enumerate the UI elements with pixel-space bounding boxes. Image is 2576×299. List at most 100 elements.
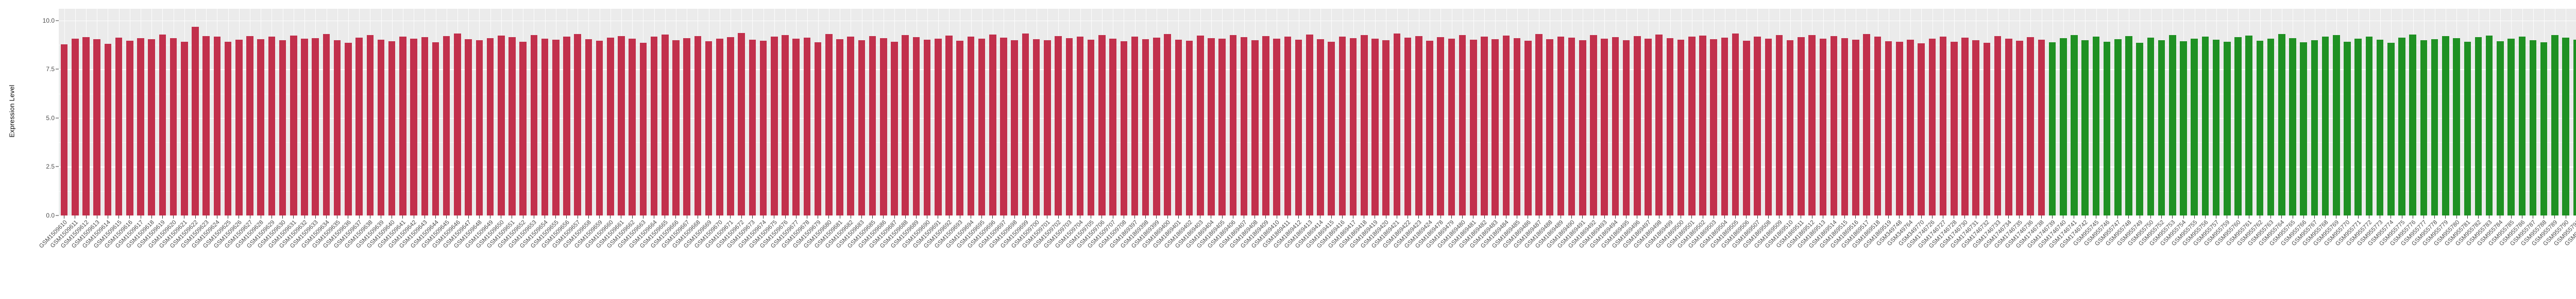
- bar[interactable]: [902, 35, 909, 215]
- bar[interactable]: [858, 40, 866, 215]
- bar[interactable]: [104, 43, 112, 215]
- bar[interactable]: [923, 39, 931, 215]
- bar[interactable]: [1175, 40, 1182, 215]
- bar[interactable]: [443, 36, 450, 215]
- bar[interactable]: [1011, 40, 1019, 215]
- bar[interactable]: [1546, 39, 1553, 215]
- bar[interactable]: [2321, 37, 2329, 215]
- bar[interactable]: [1950, 42, 1958, 215]
- bar[interactable]: [388, 41, 396, 215]
- bar[interactable]: [126, 41, 133, 215]
- bar[interactable]: [115, 38, 123, 215]
- bar[interactable]: [738, 33, 745, 215]
- bar[interactable]: [1502, 36, 1510, 215]
- bar[interactable]: [2507, 39, 2515, 215]
- bar[interactable]: [2114, 39, 2122, 215]
- bar[interactable]: [235, 39, 243, 215]
- bar[interactable]: [1907, 39, 1914, 215]
- bar[interactable]: [1284, 37, 1292, 215]
- bar[interactable]: [2431, 39, 2438, 215]
- bar[interactable]: [2365, 36, 2373, 215]
- bar[interactable]: [93, 39, 100, 215]
- bar[interactable]: [2354, 38, 2362, 215]
- bar[interactable]: [1590, 35, 1597, 215]
- bar[interactable]: [82, 37, 90, 215]
- bar[interactable]: [1098, 35, 1106, 215]
- bar[interactable]: [1437, 37, 1444, 215]
- bar[interactable]: [399, 36, 406, 215]
- bar[interactable]: [672, 40, 680, 215]
- bar[interactable]: [355, 38, 363, 215]
- bar[interactable]: [2300, 42, 2308, 215]
- bar[interactable]: [159, 34, 166, 215]
- bar[interactable]: [1044, 40, 1051, 215]
- bar[interactable]: [1928, 39, 1936, 215]
- bar[interactable]: [1492, 39, 1499, 215]
- bar[interactable]: [2180, 41, 2187, 215]
- bar[interactable]: [1404, 38, 1412, 215]
- bar[interactable]: [1961, 38, 1969, 215]
- bar[interactable]: [1513, 38, 1521, 215]
- bar[interactable]: [421, 37, 429, 215]
- bar[interactable]: [814, 42, 822, 215]
- bar[interactable]: [1295, 39, 1302, 215]
- bar[interactable]: [1481, 37, 1488, 215]
- bar[interactable]: [224, 42, 232, 215]
- bar[interactable]: [2562, 38, 2569, 215]
- bar[interactable]: [1393, 34, 1401, 215]
- bar[interactable]: [509, 37, 516, 215]
- bar[interactable]: [2398, 38, 2405, 215]
- bar[interactable]: [323, 34, 330, 215]
- bar[interactable]: [1579, 40, 1586, 215]
- bar[interactable]: [1229, 35, 1237, 215]
- bar[interactable]: [1087, 39, 1095, 215]
- bar[interactable]: [2529, 40, 2537, 215]
- bar[interactable]: [1798, 37, 1805, 215]
- bar[interactable]: [759, 40, 767, 215]
- bar[interactable]: [1645, 39, 1652, 215]
- bar[interactable]: [2387, 42, 2395, 215]
- bar[interactable]: [2005, 38, 2012, 215]
- bar[interactable]: [2409, 34, 2417, 215]
- bar[interactable]: [585, 39, 592, 215]
- bar[interactable]: [716, 39, 723, 215]
- bar[interactable]: [1634, 36, 1641, 215]
- bar[interactable]: [2267, 39, 2275, 215]
- bar[interactable]: [749, 39, 756, 215]
- bar[interactable]: [2234, 37, 2242, 215]
- bar[interactable]: [2147, 38, 2155, 215]
- bar[interactable]: [880, 38, 887, 215]
- bar[interactable]: [1218, 39, 1226, 215]
- bar[interactable]: [1863, 34, 1870, 215]
- bar[interactable]: [1918, 43, 1925, 215]
- bar[interactable]: [2071, 35, 2078, 215]
- bar[interactable]: [1306, 34, 1313, 215]
- bar[interactable]: [1208, 38, 1215, 215]
- bar[interactable]: [1524, 41, 1532, 215]
- bar[interactable]: [257, 39, 265, 215]
- bar[interactable]: [1688, 37, 1696, 215]
- bar[interactable]: [978, 39, 986, 215]
- bar[interactable]: [1666, 38, 1674, 215]
- bar[interactable]: [333, 40, 341, 215]
- bar[interactable]: [1601, 38, 1608, 215]
- bar[interactable]: [454, 34, 461, 215]
- bar[interactable]: [1808, 35, 1816, 215]
- bar[interactable]: [202, 36, 210, 215]
- bar[interactable]: [771, 36, 778, 215]
- bar[interactable]: [967, 36, 975, 215]
- bar[interactable]: [465, 39, 472, 215]
- bar[interactable]: [301, 39, 308, 215]
- bar[interactable]: [2453, 38, 2460, 215]
- bar[interactable]: [2136, 42, 2143, 215]
- bar[interactable]: [1819, 39, 1827, 215]
- bar[interactable]: [803, 38, 811, 215]
- bar[interactable]: [1612, 37, 1619, 215]
- bar[interactable]: [1557, 36, 1565, 215]
- bar[interactable]: [891, 41, 898, 215]
- bar[interactable]: [1109, 38, 1116, 215]
- bar[interactable]: [1732, 34, 1739, 215]
- bar[interactable]: [1470, 39, 1477, 215]
- bar[interactable]: [618, 36, 625, 215]
- bar[interactable]: [1426, 40, 1433, 215]
